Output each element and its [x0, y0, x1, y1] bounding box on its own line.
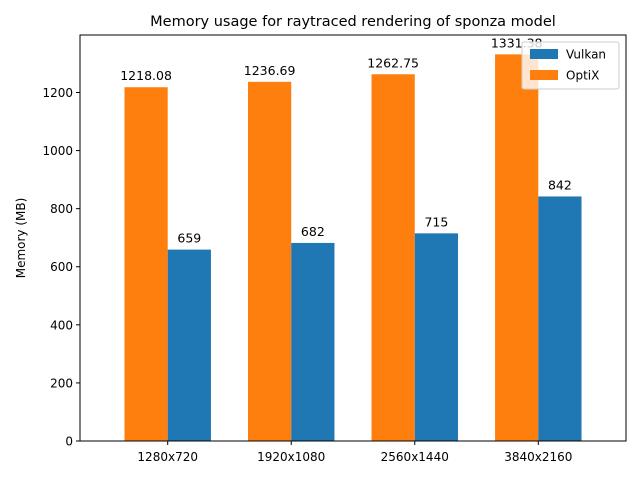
legend-swatch-vulkan	[530, 49, 558, 59]
value-label-optix-1: 1236.69	[244, 63, 296, 78]
y-tick-label: 1000	[42, 144, 73, 158]
x-tick-label: 1920x1080	[257, 450, 325, 464]
bar-optix-0	[124, 87, 168, 442]
value-label-vulkan-0: 659	[177, 231, 201, 246]
legend-label-vulkan: Vulkan	[566, 48, 606, 62]
chart-title: Memory usage for raytraced rendering of …	[150, 14, 556, 30]
y-axis-label: Memory (MB)	[14, 198, 28, 279]
x-tick-label: 2560x1440	[381, 450, 449, 464]
bar-vulkan-1	[291, 242, 335, 441]
ticks-layer: 0 200 400 600 800 1000 1200 1280x720 1920x1080 25…	[42, 86, 572, 464]
y-tick-label: 1200	[42, 86, 73, 100]
legend-label-optix: OptiX	[566, 69, 599, 83]
legend-items: Vulkan OptiX	[530, 48, 606, 83]
x-tick-label: 1280x720	[137, 450, 198, 464]
y-tick-label: 0	[65, 435, 73, 449]
y-tick-label: 400	[50, 318, 73, 332]
value-label-vulkan-1: 682	[301, 224, 325, 239]
y-tick-label: 600	[50, 260, 73, 274]
legend-swatch-optix	[530, 70, 558, 80]
bar-optix-1	[248, 81, 292, 441]
bar-optix-3	[495, 54, 539, 441]
bar-vulkan-0	[167, 249, 211, 441]
value-label-optix-2: 1262.75	[367, 55, 419, 70]
value-label-optix-0: 1218.08	[120, 68, 172, 83]
y-tick-label: 800	[50, 202, 73, 216]
legend: Vulkan OptiX	[521, 41, 620, 90]
bar-optix-2	[371, 74, 415, 442]
bars-layer	[124, 54, 582, 442]
x-tick-label: 3840x2160	[504, 450, 572, 464]
y-tick-label: 200	[50, 376, 73, 390]
value-label-vulkan-2: 715	[424, 214, 448, 229]
bar-vulkan-3	[538, 196, 582, 441]
plot-frame	[79, 34, 627, 442]
value-label-vulkan-3: 842	[548, 177, 572, 192]
bar-vulkan-2	[414, 233, 458, 441]
